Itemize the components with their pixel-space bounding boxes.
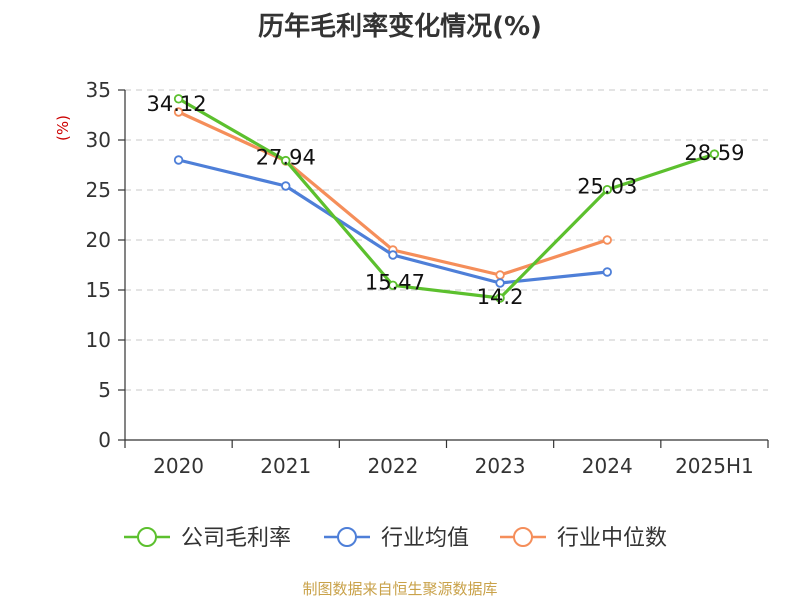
footer-source: 制图数据来自恒生聚源数据库 — [302, 580, 498, 598]
y-tick-label: 0 — [98, 428, 111, 452]
data-label: 14.2 — [477, 285, 524, 309]
chart-title: 历年毛利率变化情况(%) — [258, 12, 542, 42]
legend-label: 行业均值 — [381, 526, 469, 551]
data-point — [602, 184, 612, 195]
x-tick-label: 2025H1 — [675, 454, 754, 478]
legend: 公司毛利率 行业均值 行业中位数 — [124, 526, 667, 551]
series — [173, 94, 720, 303]
series-line — [177, 97, 715, 300]
y-tick-label: 25 — [86, 178, 111, 202]
legend-swatch-marker — [337, 527, 357, 547]
axes: 0 5 10 15 20 25 30 35 2020 2021 2022 2023 2024 2025H1 — [86, 78, 769, 478]
data-point — [173, 155, 184, 165]
data-point — [709, 149, 720, 159]
data-point — [602, 267, 612, 277]
grid-lines — [125, 89, 768, 391]
legend-label: 公司毛利率 — [181, 526, 291, 551]
data-labels: 34.12 27.94 15.47 14.2 25.03 28.59 — [147, 92, 745, 309]
data-label: 15.47 — [365, 270, 425, 294]
data-point — [495, 270, 505, 280]
x-tick-label: 2024 — [582, 454, 633, 478]
legend-label: 行业中位数 — [557, 526, 667, 551]
y-tick-label: 5 — [98, 378, 111, 402]
y-tick-label: 10 — [86, 328, 111, 352]
data-label: 34.12 — [147, 92, 207, 116]
data-point — [281, 155, 291, 166]
y-tick-label: 30 — [86, 128, 111, 152]
data-point — [602, 235, 612, 245]
y-tick-label: 35 — [86, 78, 111, 102]
data-label: 27.94 — [256, 146, 316, 170]
legend-swatch-marker — [137, 527, 157, 547]
legend-swatch-marker — [513, 527, 533, 547]
series-line — [178, 158, 608, 285]
x-tick-label: 2020 — [153, 454, 204, 478]
data-point — [495, 293, 505, 303]
data-point — [495, 278, 505, 288]
data-label: 25.03 — [577, 175, 637, 199]
data-point — [173, 107, 184, 117]
x-tick-label: 2023 — [475, 454, 526, 478]
data-label: 28.59 — [684, 141, 744, 165]
y-axis-label: (%) — [54, 115, 72, 141]
data-point — [388, 280, 398, 290]
legend-item: 行业均值 — [324, 526, 469, 551]
legend-item: 公司毛利率 — [124, 526, 291, 551]
data-point — [281, 181, 291, 191]
data-point — [388, 250, 398, 260]
x-tick-label: 2022 — [367, 454, 418, 478]
y-tick-label: 20 — [86, 228, 111, 252]
x-tick-label: 2021 — [260, 454, 311, 478]
y-tick-label: 15 — [86, 278, 111, 302]
data-point — [173, 94, 184, 104]
legend-item: 行业中位数 — [500, 526, 667, 551]
